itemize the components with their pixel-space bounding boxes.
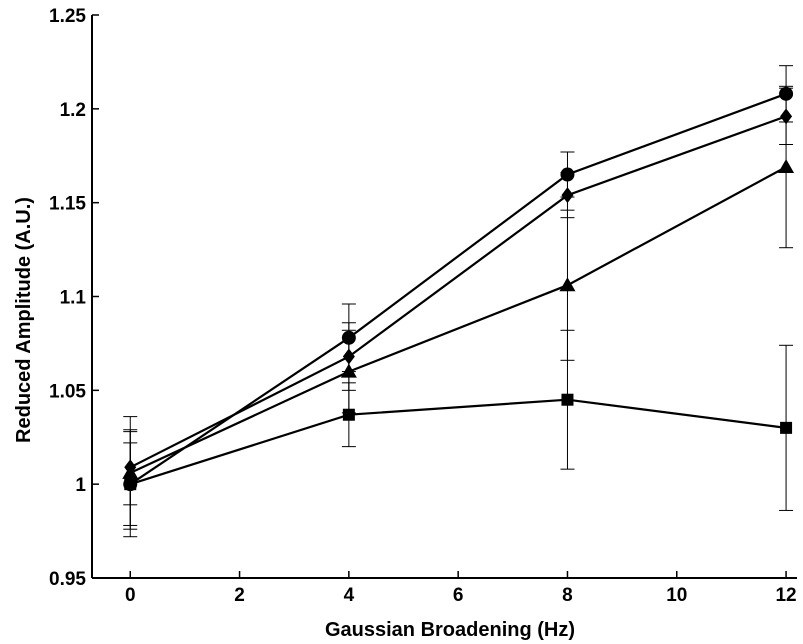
y-axis-label: Reduced Amplitude (A.U.) [13,197,35,443]
series-line [129,166,787,474]
data-point-triangle [340,363,357,378]
data-point-square [780,421,793,434]
series-layer [122,65,795,538]
y-tick-label: 1.2 [60,100,86,121]
data-point-triangle [559,277,576,292]
x-tick-label: 4 [344,585,355,606]
x-tick-label: 2 [234,585,245,606]
x-tick-label: 10 [666,585,687,606]
data-point-triangle [778,159,795,174]
data-point-square [342,408,355,421]
series-square [123,329,794,526]
data-point-square [124,478,137,491]
plot-area [91,15,797,579]
series-circle [123,65,794,538]
data-point-square [561,393,574,406]
x-tick-label: 12 [775,585,796,606]
y-tick-label: 0.95 [49,569,86,590]
series-triangle [122,85,795,530]
x-tick-label: 0 [125,585,136,606]
series-line [129,398,787,486]
y-tick-label: 1.1 [60,288,87,309]
series-diamond [123,87,794,506]
y-tick-label: 1 [75,475,86,496]
y-tick-label: 1.05 [49,381,86,402]
data-point-diamond [561,187,574,204]
x-axis: 0 2 4 6 8 10 12 [125,571,797,606]
y-tick-label: 1.15 [49,194,86,215]
y-axis: 0.95 1 1.05 1.1 1.15 1.2 1.25 [49,6,99,590]
y-tick-label: 1.25 [49,6,86,27]
series-line [129,115,787,469]
x-axis-label: Gaussian Broadening (Hz) [325,619,575,641]
x-tick-label: 6 [453,585,464,606]
x-tick-label: 8 [562,585,573,606]
